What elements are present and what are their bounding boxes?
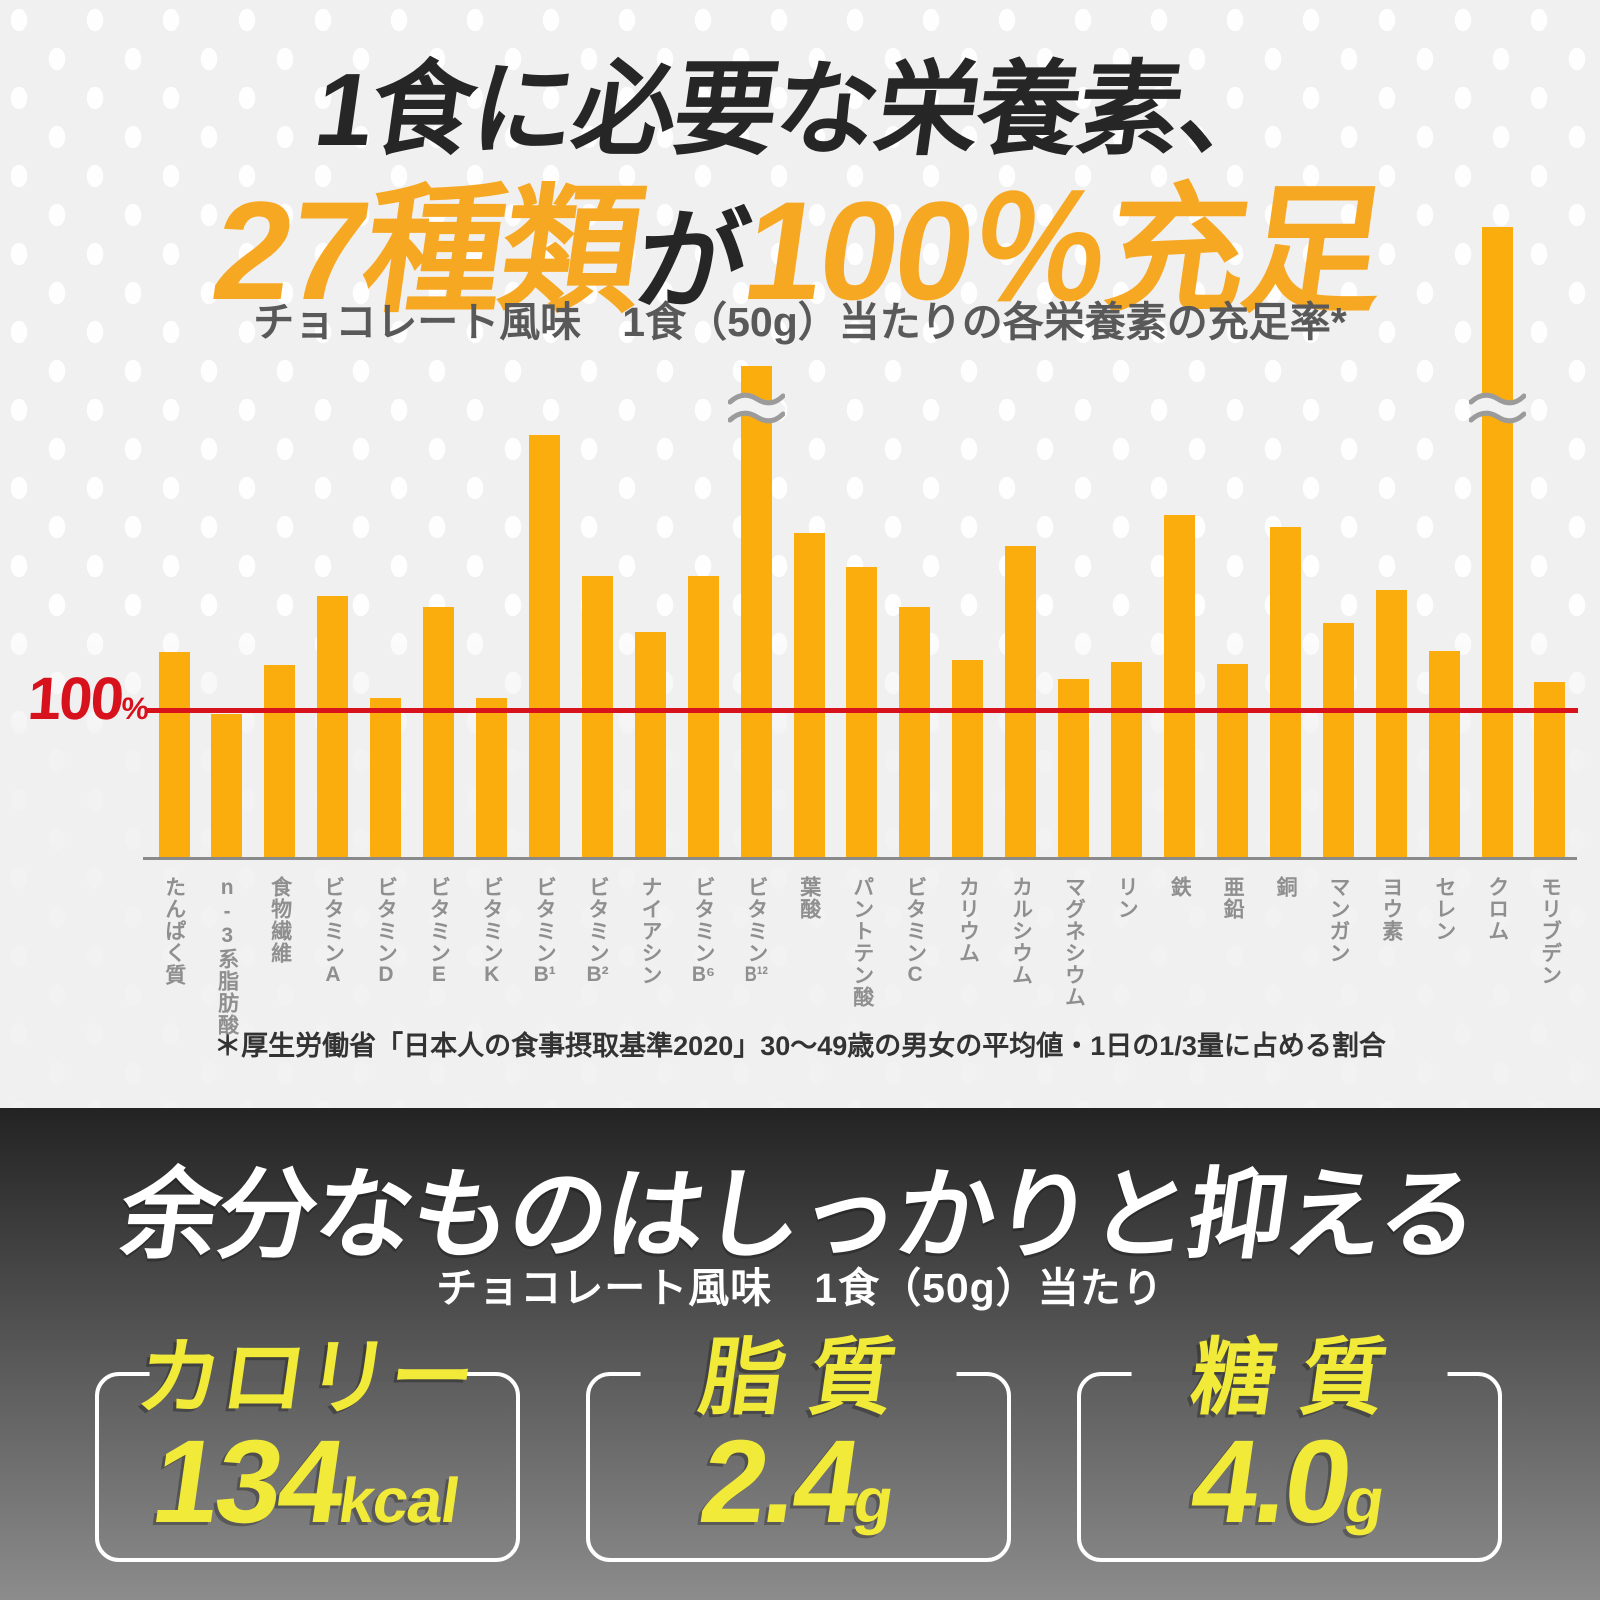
chart-bar-ヨウ素 bbox=[1375, 590, 1407, 858]
chart-bar-鉄 bbox=[1163, 515, 1195, 858]
stat-label-calorie: カロリー bbox=[131, 1330, 482, 1425]
chart-bar-銅 bbox=[1269, 527, 1301, 858]
bar-label-亜鉛: 亜鉛 bbox=[1221, 876, 1245, 920]
chart-caption: チョコレート風味 1食（50g）当たりの各栄養素の充足率* bbox=[253, 299, 1347, 345]
bar-label-セレン: セレン bbox=[1432, 876, 1456, 942]
bar-label-ナイアシン: ナイアシン bbox=[639, 876, 663, 986]
nutrition-stats-row: カロリー 134kcal 脂質 2.4g 糖質 4.0g bbox=[95, 1331, 1503, 1562]
bar-label-パントテン酸: パントテン酸 bbox=[850, 876, 874, 1008]
chart-bar-ビタミンB² bbox=[581, 576, 613, 858]
bar-label-葉酸: 葉酸 bbox=[797, 876, 821, 920]
bar-label-マグネシウム: マグネシウム bbox=[1062, 876, 1086, 1008]
reference-line-label: 100% bbox=[25, 664, 151, 733]
chart-bar-マンガン bbox=[1322, 623, 1354, 858]
reference-value: 100 bbox=[25, 665, 125, 732]
bottom-subtitle: チョコレート風味 1食（50g）当たり bbox=[436, 1265, 1164, 1311]
bar-label-ビタミンB⁶: ビタミンB⁶ bbox=[691, 876, 715, 985]
chart-bar-ビタミンC bbox=[899, 607, 931, 858]
stat-value-fat: 2.4g bbox=[692, 1416, 898, 1548]
chart-bar-ビタミンB¹² bbox=[740, 366, 772, 858]
bar-label-たんぱく質: たんぱく質 bbox=[162, 876, 186, 986]
stat-label-sugar: 糖質 bbox=[1081, 1311, 1498, 1432]
bar-label-クロム: クロム bbox=[1485, 876, 1509, 942]
bar-label-カリウム: カリウム bbox=[956, 876, 980, 964]
stat-box-sugar: 糖質 4.0g bbox=[1077, 1331, 1502, 1562]
bar-label-食物繊維: 食物繊維 bbox=[268, 876, 292, 964]
bar-label-ヨウ素: ヨウ素 bbox=[1379, 876, 1403, 942]
bar-label-モリブデン: モリブデン bbox=[1538, 876, 1562, 986]
axis-break-icon bbox=[723, 388, 789, 434]
axis-break-icon bbox=[1464, 388, 1530, 434]
stat-box-calorie: カロリー 134kcal bbox=[95, 1331, 520, 1562]
x-axis-baseline bbox=[143, 857, 1577, 860]
bar-label-ビタミンA: ビタミンA bbox=[321, 876, 345, 985]
bar-label-ビタミンB¹²: ビタミンB¹² bbox=[744, 876, 768, 985]
chart-bar-カルシウム bbox=[1005, 546, 1037, 858]
stat-box-fat: 脂質 2.4g bbox=[586, 1331, 1011, 1562]
bar-label-ビタミンB¹: ビタミンB¹ bbox=[533, 876, 557, 985]
bar-label-マンガン: マンガン bbox=[1326, 876, 1350, 964]
bar-label-ビタミンK: ビタミンK bbox=[480, 876, 504, 985]
chart-bar-ビタミンA bbox=[317, 596, 349, 858]
bottom-section: 余分なものはしっかりと抑える チョコレート風味 1食（50g）当たり カロリー … bbox=[0, 1108, 1600, 1600]
bar-label-n-3系脂肪酸: n-3系脂肪酸 bbox=[215, 876, 239, 1036]
border-gap-patch bbox=[1131, 1365, 1448, 1382]
chart-bar-ビタミンK bbox=[476, 698, 508, 858]
chart-bar-n-3系脂肪酸 bbox=[211, 714, 243, 858]
stat-label-fat: 脂質 bbox=[590, 1311, 1007, 1432]
source-footnote: ＊厚生労働省「日本人の食事摂取基準2020」30～49歳の男女の平均値・1日の1… bbox=[214, 1031, 1386, 1061]
chart-bar-マグネシウム bbox=[1058, 679, 1090, 858]
chart-bar-ナイアシン bbox=[634, 632, 666, 858]
stat-value-sugar: 4.0g bbox=[1183, 1416, 1389, 1548]
chart-bar-ビタミンE bbox=[423, 607, 455, 858]
bar-label-カルシウム: カルシウム bbox=[1009, 876, 1033, 986]
chart-bar-カリウム bbox=[952, 660, 984, 858]
chart-bar-ビタミンB¹ bbox=[528, 435, 560, 858]
chart-bar-葉酸 bbox=[793, 533, 825, 858]
border-gap-patch bbox=[640, 1365, 957, 1382]
top-section: 1食に必要な栄養素、 27種類が100％充足 チョコレート風味 1食（50g）当… bbox=[0, 0, 1600, 1108]
chart-bar-食物繊維 bbox=[264, 665, 296, 858]
bar-label-ビタミンD: ビタミンD bbox=[374, 876, 398, 985]
stat-value-calorie: 134kcal bbox=[144, 1416, 463, 1548]
chart-bar-セレン bbox=[1428, 651, 1460, 858]
bar-label-ビタミンC: ビタミンC bbox=[903, 876, 927, 985]
chart-bar-たんぱく質 bbox=[158, 652, 190, 858]
bar-label-鉄: 鉄 bbox=[1168, 876, 1192, 898]
bar-label-銅: 銅 bbox=[1274, 876, 1298, 898]
chart-bar-リン bbox=[1111, 662, 1143, 858]
bar-label-ビタミンB²: ビタミンB² bbox=[586, 876, 610, 985]
chart-bar-クロム bbox=[1481, 227, 1513, 858]
chart-bar-亜鉛 bbox=[1216, 664, 1248, 858]
bar-label-リン: リン bbox=[1115, 876, 1139, 920]
reference-line-100pct bbox=[145, 708, 1578, 713]
chart-bar-ビタミンB⁶ bbox=[687, 576, 719, 858]
bar-label-ビタミンE: ビタミンE bbox=[427, 876, 451, 985]
border-gap-patch bbox=[149, 1365, 466, 1382]
chart-bar-ビタミンD bbox=[370, 698, 402, 858]
